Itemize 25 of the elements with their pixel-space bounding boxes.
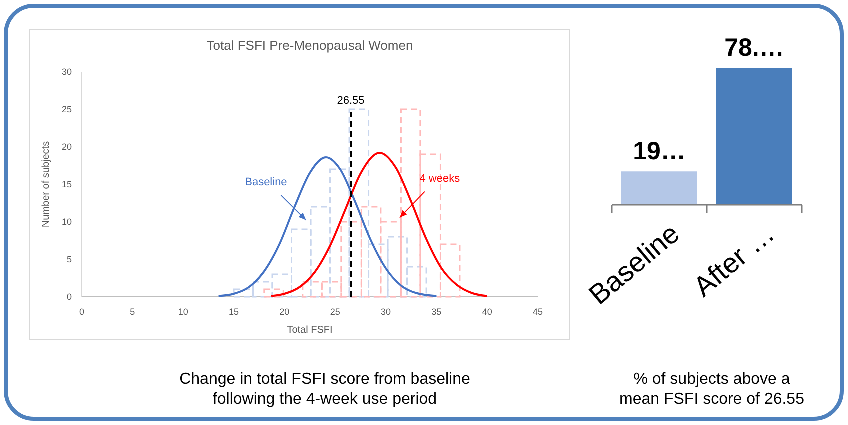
series-label: 4 weeks	[420, 172, 461, 185]
x-axis-title: Total FSFI	[287, 325, 333, 336]
x-tick-label: 45	[532, 307, 544, 317]
series-label: Baseline	[245, 176, 288, 188]
x-tick-label: 0	[79, 307, 85, 317]
x-tick-label: 10	[178, 307, 188, 317]
data-label: 78.…	[724, 34, 784, 62]
x-tick-label: 20	[280, 307, 290, 317]
data-label: 19…	[633, 138, 686, 166]
y-tick-label: 30	[62, 67, 72, 77]
x-tick-label: 30	[380, 307, 392, 317]
chart-title: Total FSFI Pre-Menopausal Women	[206, 38, 414, 53]
text: Change in total FSFI score from baseline following the 4-week use period	[180, 371, 470, 408]
x-axis-title: % of subjects above a mean FSFI score of 26.55	[620, 371, 805, 408]
y-tick-label: 0	[66, 292, 72, 302]
y-tick-label: 25	[62, 104, 72, 114]
x-tick-label: 5	[130, 307, 136, 317]
y-tick-label: 20	[62, 142, 72, 152]
ref-line-label: 26.55	[337, 95, 365, 107]
x-tick-label: 40	[482, 307, 492, 317]
y-tick-label: 15	[62, 180, 72, 190]
y-axis-title: Number of subjects	[41, 141, 52, 228]
x-tick-label: 15	[228, 307, 240, 317]
x-tick-label: 25	[330, 307, 340, 317]
x-tick-label: 35	[432, 307, 442, 317]
